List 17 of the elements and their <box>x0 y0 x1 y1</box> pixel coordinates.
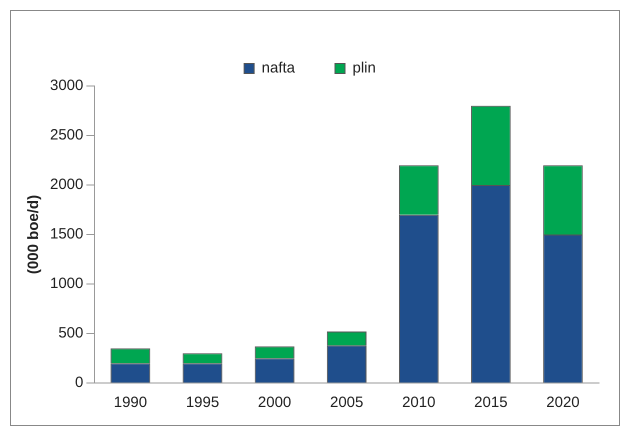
x-tick-label: 2010 <box>402 394 436 412</box>
legend-label: plin <box>352 60 376 77</box>
legend-label: nafta <box>262 60 296 77</box>
x-tick-label: 2000 <box>258 394 292 412</box>
y-tick-label: 0 <box>75 374 84 392</box>
x-tick-label: 2015 <box>474 394 508 412</box>
x-tick-label: 2020 <box>546 394 580 412</box>
y-tick-label: 2500 <box>50 126 84 144</box>
y-tick-label: 2000 <box>50 176 84 194</box>
y-tick-label: 1000 <box>50 275 84 292</box>
y-axis-title: (000 boe/d) <box>25 194 42 274</box>
x-tick-label: 2005 <box>330 394 364 412</box>
y-tick-label: 500 <box>58 324 84 342</box>
y-tick-label: 1500 <box>50 226 84 243</box>
x-tick-label: 1995 <box>186 394 220 412</box>
y-tick-label: 3000 <box>50 77 84 94</box>
x-tick-label: 1990 <box>114 394 148 412</box>
